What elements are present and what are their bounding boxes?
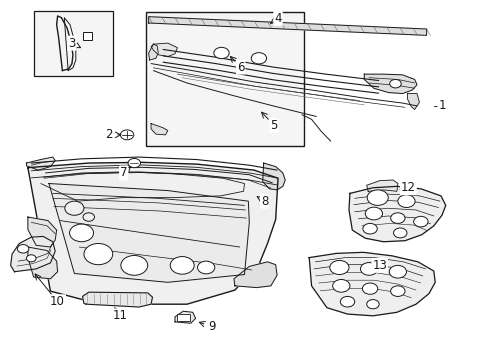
Polygon shape xyxy=(348,186,445,242)
Text: 9: 9 xyxy=(208,320,215,333)
Circle shape xyxy=(17,244,29,253)
Circle shape xyxy=(366,190,387,206)
Circle shape xyxy=(413,216,427,227)
Bar xyxy=(34,11,112,76)
Circle shape xyxy=(83,213,94,221)
Circle shape xyxy=(362,224,376,234)
Circle shape xyxy=(390,286,404,296)
Polygon shape xyxy=(148,17,426,35)
Polygon shape xyxy=(364,74,416,94)
Polygon shape xyxy=(26,157,55,170)
Circle shape xyxy=(64,201,84,215)
Circle shape xyxy=(170,257,194,274)
Polygon shape xyxy=(407,94,419,109)
Polygon shape xyxy=(151,43,177,57)
Polygon shape xyxy=(28,247,58,279)
Circle shape xyxy=(389,80,400,88)
Circle shape xyxy=(397,195,414,207)
Polygon shape xyxy=(148,44,158,60)
Bar xyxy=(177,314,189,321)
Text: 3: 3 xyxy=(68,37,76,50)
Polygon shape xyxy=(49,184,249,282)
Text: 10: 10 xyxy=(50,295,65,308)
Circle shape xyxy=(121,256,147,275)
Text: 13: 13 xyxy=(371,259,386,272)
Circle shape xyxy=(26,255,36,262)
Bar xyxy=(146,13,304,147)
Bar xyxy=(83,32,91,40)
Circle shape xyxy=(332,279,349,292)
Circle shape xyxy=(329,260,348,275)
Polygon shape xyxy=(11,237,55,272)
Circle shape xyxy=(366,300,378,309)
Polygon shape xyxy=(82,292,152,307)
Polygon shape xyxy=(366,180,397,191)
Polygon shape xyxy=(262,163,285,190)
Circle shape xyxy=(197,261,214,274)
Circle shape xyxy=(360,262,377,275)
Text: 7: 7 xyxy=(120,166,127,179)
Circle shape xyxy=(393,228,406,238)
Circle shape xyxy=(251,53,266,64)
Circle shape xyxy=(120,130,134,140)
Circle shape xyxy=(84,243,112,265)
Text: 8: 8 xyxy=(261,195,268,208)
Text: 11: 11 xyxy=(112,309,127,322)
Polygon shape xyxy=(308,252,434,316)
Polygon shape xyxy=(28,217,57,247)
Text: 12: 12 xyxy=(400,181,415,194)
Text: 5: 5 xyxy=(270,119,277,132)
Circle shape xyxy=(390,213,404,224)
Circle shape xyxy=(128,158,140,168)
Circle shape xyxy=(365,207,382,220)
Text: 1: 1 xyxy=(437,99,445,112)
Circle shape xyxy=(388,265,406,278)
Text: 4: 4 xyxy=(274,12,281,25)
Circle shape xyxy=(362,283,377,294)
Text: 2: 2 xyxy=(105,129,113,141)
Polygon shape xyxy=(233,262,277,288)
Polygon shape xyxy=(151,123,167,135)
Polygon shape xyxy=(28,162,278,304)
Circle shape xyxy=(340,296,354,307)
Circle shape xyxy=(69,224,93,242)
Circle shape xyxy=(213,48,229,59)
Text: 6: 6 xyxy=(236,60,244,73)
Polygon shape xyxy=(175,311,195,323)
